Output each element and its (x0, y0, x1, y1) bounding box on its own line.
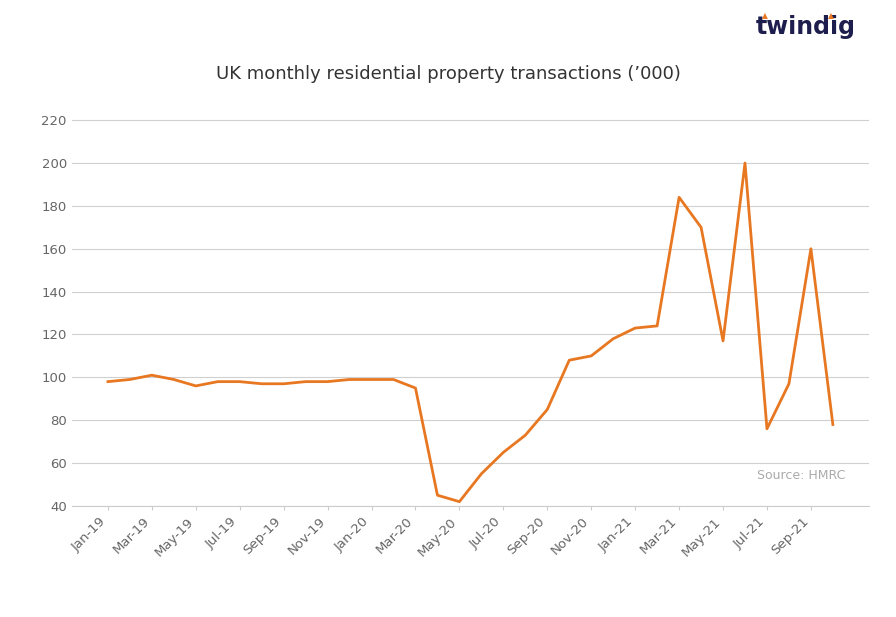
Text: twindig: twindig (755, 15, 856, 39)
Text: ▲: ▲ (762, 11, 768, 20)
Text: Source: HMRC: Source: HMRC (757, 468, 845, 481)
Text: UK monthly residential property transactions (’000): UK monthly residential property transact… (216, 65, 680, 83)
Text: ▲: ▲ (828, 11, 834, 20)
